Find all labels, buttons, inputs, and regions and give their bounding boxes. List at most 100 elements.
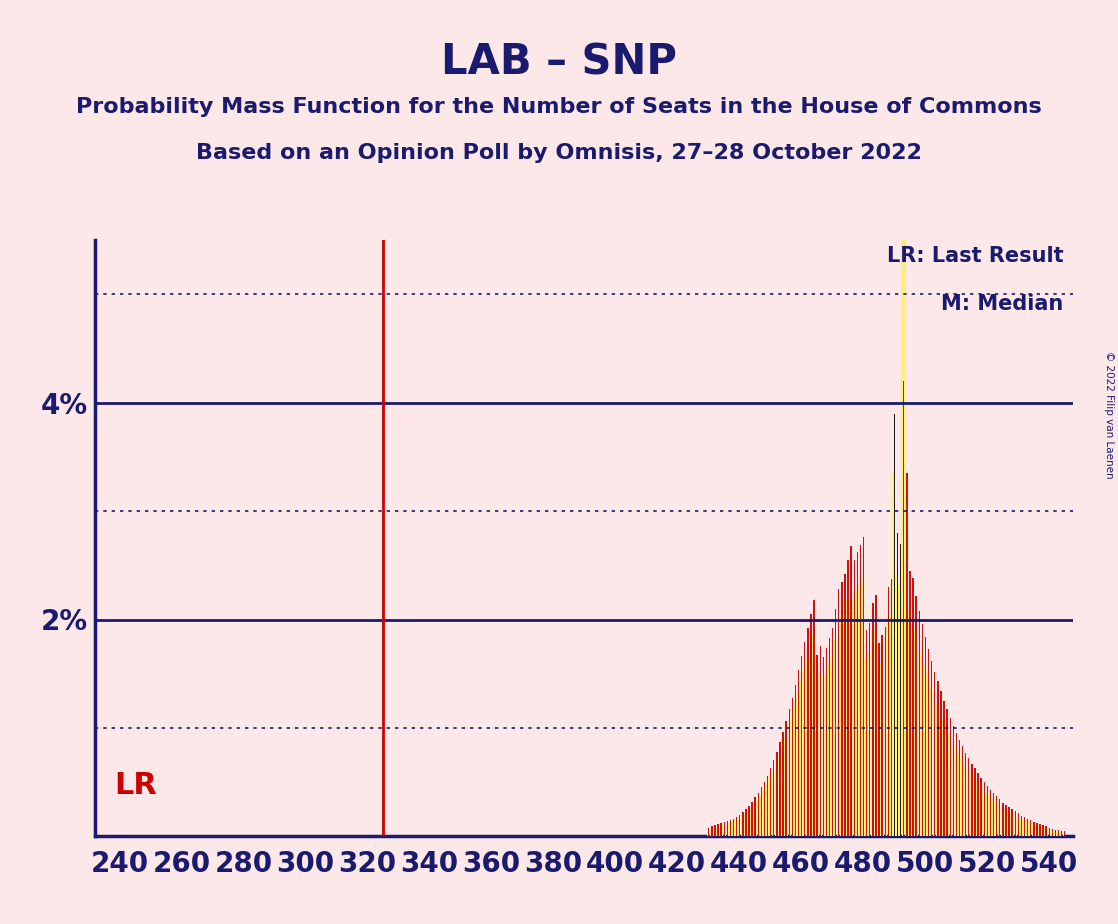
Bar bbox=[1053, 831, 1054, 836]
Bar bbox=[992, 799, 993, 836]
Bar bbox=[730, 820, 731, 836]
Bar bbox=[779, 742, 780, 836]
Bar bbox=[711, 826, 712, 836]
Bar bbox=[793, 706, 795, 836]
Bar bbox=[720, 823, 722, 836]
Bar bbox=[756, 799, 757, 836]
Bar bbox=[953, 725, 954, 836]
Text: M: Median: M: Median bbox=[941, 294, 1063, 314]
Bar bbox=[1034, 825, 1036, 836]
Bar bbox=[1021, 816, 1022, 836]
Bar bbox=[949, 718, 951, 836]
Bar bbox=[871, 636, 872, 836]
Bar bbox=[819, 646, 821, 836]
Bar bbox=[716, 828, 717, 836]
Bar bbox=[795, 685, 796, 836]
Bar bbox=[866, 630, 868, 836]
Bar bbox=[719, 826, 720, 836]
Bar bbox=[827, 666, 828, 836]
Bar bbox=[1052, 829, 1053, 836]
Bar bbox=[812, 634, 813, 836]
Bar bbox=[945, 728, 946, 836]
Bar bbox=[768, 778, 770, 836]
Bar bbox=[818, 673, 819, 836]
Bar bbox=[940, 691, 941, 836]
Bar bbox=[879, 643, 880, 836]
Bar bbox=[1013, 815, 1014, 836]
Bar bbox=[877, 671, 878, 836]
Bar bbox=[901, 790, 903, 836]
Bar bbox=[900, 543, 901, 836]
Text: LR: LR bbox=[114, 772, 158, 800]
Bar bbox=[792, 698, 793, 836]
Bar bbox=[743, 813, 745, 836]
Bar bbox=[808, 646, 811, 836]
Bar bbox=[889, 615, 891, 836]
Bar bbox=[965, 753, 966, 836]
Bar bbox=[994, 801, 996, 836]
Bar bbox=[1032, 824, 1033, 836]
Bar bbox=[760, 787, 762, 836]
Bar bbox=[947, 710, 948, 836]
Bar bbox=[824, 675, 825, 836]
Bar bbox=[908, 609, 909, 836]
Bar bbox=[800, 656, 803, 836]
Bar bbox=[896, 575, 897, 836]
Bar bbox=[1008, 807, 1010, 836]
Bar bbox=[847, 560, 849, 836]
Bar bbox=[1036, 823, 1038, 836]
Bar bbox=[976, 782, 977, 836]
Bar bbox=[752, 804, 755, 836]
Bar bbox=[1002, 803, 1004, 836]
Text: LAB – SNP: LAB – SNP bbox=[440, 42, 678, 83]
Bar bbox=[723, 822, 724, 836]
Bar bbox=[714, 825, 716, 836]
Bar bbox=[928, 649, 929, 836]
Bar bbox=[851, 546, 852, 836]
Bar bbox=[1020, 819, 1021, 836]
Bar bbox=[1030, 820, 1032, 836]
Bar bbox=[954, 748, 956, 836]
Bar bbox=[1044, 828, 1045, 836]
Bar bbox=[826, 648, 827, 836]
Bar bbox=[864, 660, 865, 836]
Bar bbox=[750, 807, 751, 836]
Bar bbox=[816, 655, 817, 836]
Bar bbox=[888, 587, 889, 836]
Bar bbox=[861, 579, 863, 836]
Bar bbox=[1048, 829, 1049, 836]
Bar bbox=[712, 829, 714, 836]
Bar bbox=[939, 711, 940, 836]
Bar bbox=[903, 381, 904, 836]
Bar bbox=[1064, 831, 1065, 836]
Bar bbox=[767, 775, 768, 836]
Bar bbox=[708, 828, 710, 836]
Bar bbox=[859, 586, 860, 836]
Bar bbox=[841, 581, 843, 836]
Bar bbox=[956, 734, 957, 836]
Bar bbox=[766, 784, 767, 836]
Bar bbox=[1054, 830, 1057, 836]
Bar bbox=[799, 681, 800, 836]
Bar bbox=[977, 773, 978, 836]
Bar bbox=[916, 596, 917, 836]
Bar bbox=[920, 654, 921, 836]
Bar bbox=[937, 681, 938, 836]
Bar bbox=[807, 628, 808, 836]
Text: Based on an Opinion Poll by Omnisis, 27–28 October 2022: Based on an Opinion Poll by Omnisis, 27–… bbox=[196, 143, 922, 164]
Bar bbox=[881, 635, 883, 836]
Bar bbox=[907, 473, 908, 836]
Bar bbox=[944, 700, 945, 836]
Bar bbox=[821, 682, 823, 836]
Bar bbox=[980, 778, 982, 836]
Bar bbox=[788, 710, 790, 836]
Bar bbox=[849, 587, 851, 836]
Bar bbox=[911, 615, 912, 836]
Bar bbox=[1058, 830, 1059, 836]
Bar bbox=[1050, 830, 1052, 836]
Bar bbox=[869, 623, 871, 836]
Bar bbox=[838, 590, 840, 836]
Bar bbox=[1062, 832, 1064, 836]
Bar bbox=[758, 793, 759, 836]
Bar bbox=[1017, 813, 1018, 836]
